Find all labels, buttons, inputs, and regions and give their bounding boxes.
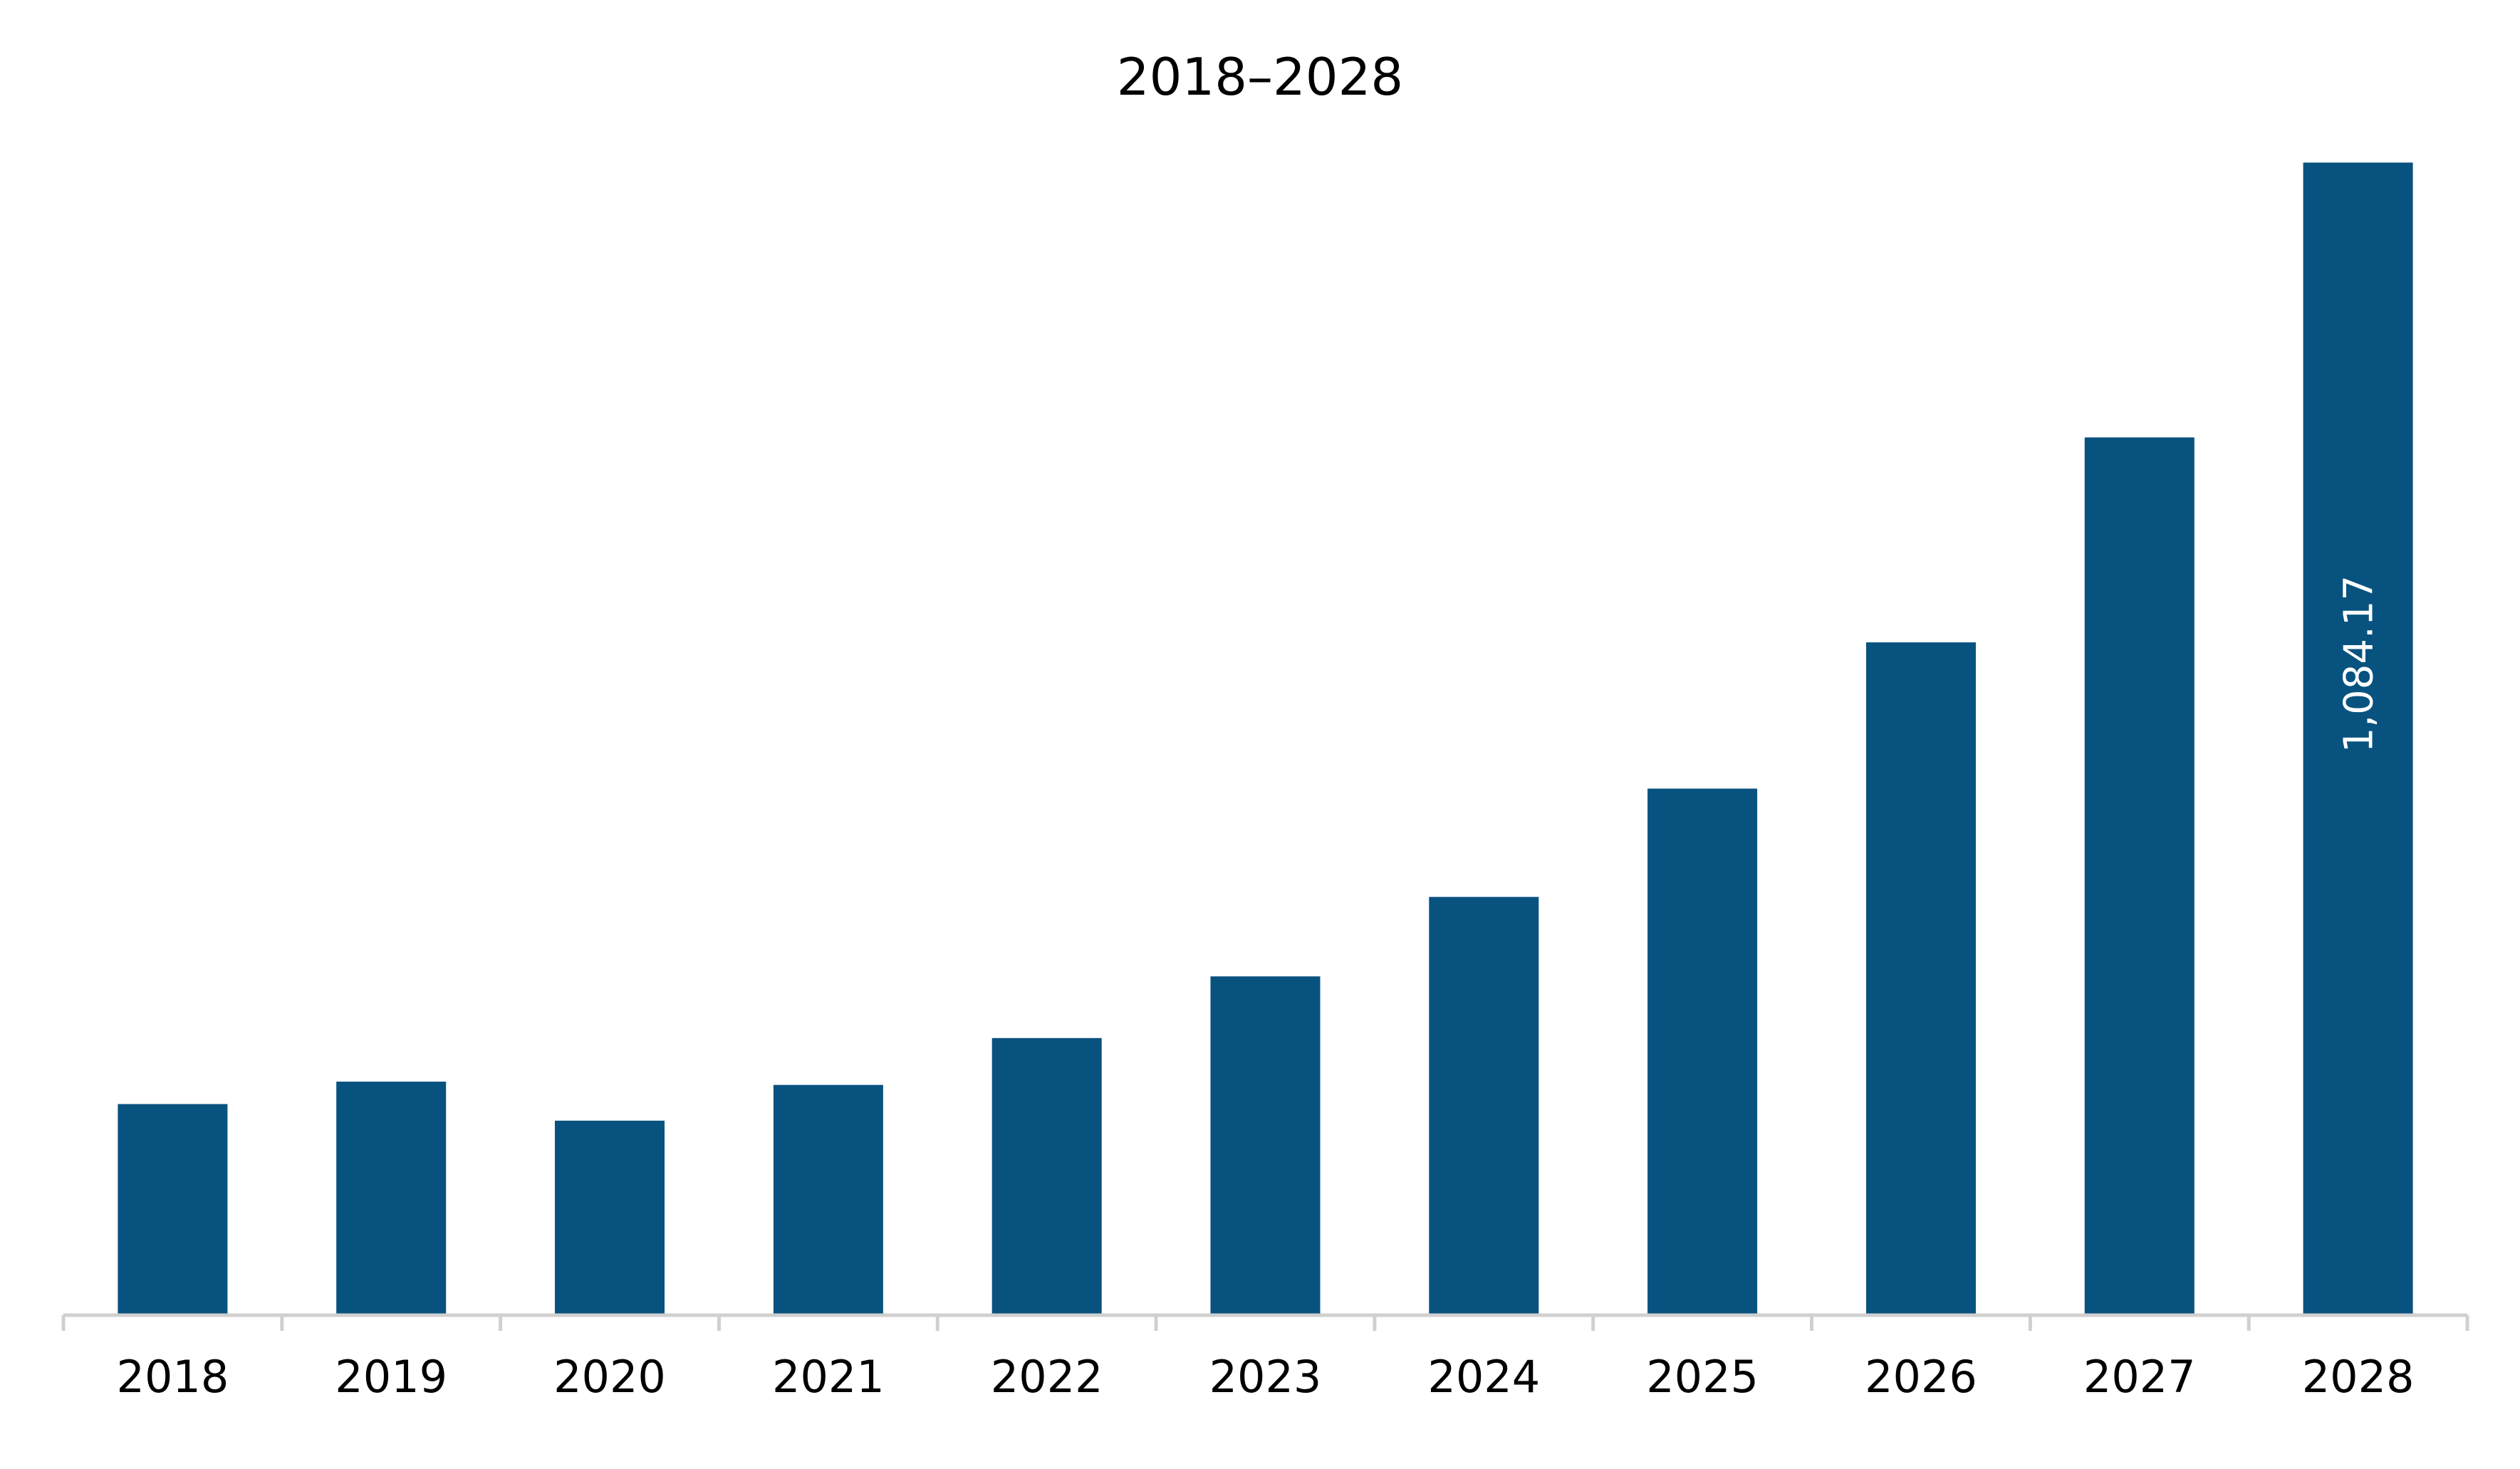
x-tick-label-2021: 2021 <box>772 1351 885 1403</box>
chart-title: 2018–2028 <box>1117 47 1403 107</box>
bar-2018 <box>118 1104 228 1315</box>
x-tick-label-2023: 2023 <box>1209 1351 1322 1403</box>
x-axis-ticks <box>61 1315 2469 1331</box>
bar-2022 <box>991 1037 1102 1315</box>
bar-2028 <box>2303 162 2413 1315</box>
data-labels-group: 1,084.17 <box>2336 575 2383 753</box>
data-label-2028: 1,084.17 <box>2336 575 2383 753</box>
bar-2023 <box>1210 976 1321 1315</box>
bar-2024 <box>1429 896 1539 1315</box>
bars-group <box>118 162 2413 1315</box>
x-tick-label-2027: 2027 <box>2083 1351 2196 1403</box>
x-tick-label-2028: 2028 <box>2302 1351 2415 1403</box>
x-tick-label-2022: 2022 <box>991 1351 1103 1403</box>
x-tick-label-2020: 2020 <box>553 1351 666 1403</box>
bar-2025 <box>1647 788 1758 1315</box>
x-tick-label-2026: 2026 <box>1865 1351 1977 1403</box>
bar-2019 <box>336 1082 447 1315</box>
x-axis-tick-labels: 2018 2019 2020 2021 2022 2023 2024 2025 2026 2027… <box>117 1351 2415 1403</box>
x-tick-label-2024: 2024 <box>1427 1351 1540 1403</box>
bar-2027 <box>2084 437 2194 1315</box>
x-tick-label-2018: 2018 <box>117 1351 229 1403</box>
bar-2026 <box>1866 642 1976 1315</box>
x-tick-label-2019: 2019 <box>335 1351 447 1403</box>
bar-2020 <box>555 1120 665 1315</box>
x-tick-label-2025: 2025 <box>1646 1351 1759 1403</box>
bar-2021 <box>773 1084 883 1315</box>
